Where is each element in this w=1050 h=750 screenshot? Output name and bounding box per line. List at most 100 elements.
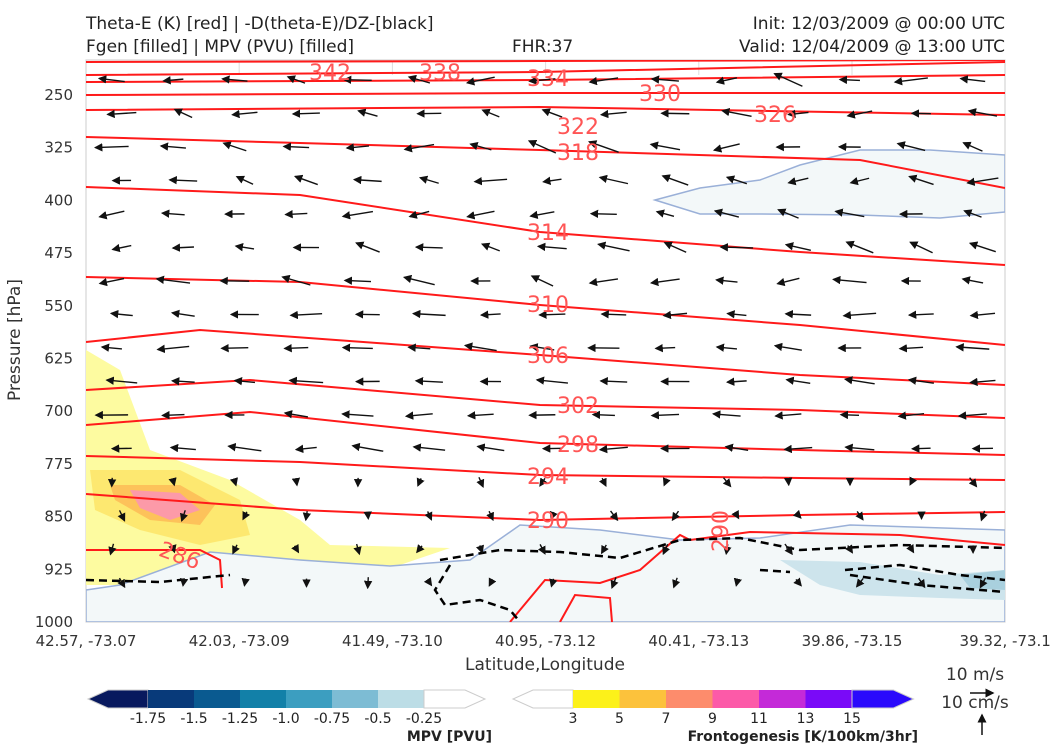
wind-arrow <box>909 241 933 254</box>
wind-arrow <box>341 410 374 419</box>
wind-arrow <box>171 243 194 252</box>
wind-arrow <box>785 376 811 385</box>
wind-arrow <box>845 240 874 254</box>
wind-arrow <box>783 444 813 454</box>
colorbar-tick: -1.75 <box>130 711 166 727</box>
wind-arrow <box>784 543 793 556</box>
wind-arrow <box>407 343 431 352</box>
wind-arrow <box>242 510 251 521</box>
wind-arrow <box>341 343 373 352</box>
wind-arrow <box>908 174 934 186</box>
wind-arrow <box>909 476 918 486</box>
colorbar-segment <box>332 690 378 708</box>
wind-arrow <box>773 342 802 352</box>
wind-arrow <box>170 377 195 386</box>
wind-arrow <box>663 241 687 253</box>
wind-arrow <box>715 276 738 285</box>
wind-arrow <box>773 72 803 87</box>
wind-arrow <box>898 344 924 353</box>
x-tick-label: 40.41, -73.13 <box>648 632 749 650</box>
wind-arrow <box>649 141 681 151</box>
theta-e-label: 322 <box>557 115 599 140</box>
wind-arrow <box>233 377 256 386</box>
wind-arrow <box>479 310 501 319</box>
wind-arrow <box>733 577 742 587</box>
wind-arrow <box>712 410 741 419</box>
colorbar-tick: 13 <box>797 711 815 727</box>
wind-arrow <box>463 342 497 352</box>
x-axis-label: Latitude,Longitude <box>465 655 625 675</box>
wind-arrow <box>288 376 324 386</box>
wind-arrow <box>597 241 630 252</box>
theta-e-label: 306 <box>527 344 569 369</box>
wind-arrow <box>282 142 310 151</box>
wind-arrow <box>777 208 799 219</box>
wind-arrow <box>896 141 926 152</box>
wind-arrow <box>955 343 990 352</box>
wind-arrow <box>649 277 680 287</box>
wind-arrow <box>842 311 877 320</box>
wind-arrow <box>969 377 996 387</box>
x-tick-label: 42.03, -73.09 <box>189 632 290 650</box>
wind-arrow <box>100 343 122 352</box>
wind-arrow <box>424 511 433 521</box>
valid-time: Valid: 12/04/2009 @ 13:00 UTC <box>739 37 1005 57</box>
mpv-colorbar: -1.75 -1.5 -1.25 -1.0 -0.75 -0.5 -0.25 <box>86 689 487 727</box>
wind-arrow <box>529 343 555 352</box>
colorbar-extend <box>511 689 574 709</box>
vector-key-horizontal: 10 m/s <box>946 665 1004 685</box>
y-tick-label: 475 <box>44 244 73 262</box>
wind-arrow <box>231 109 258 119</box>
theta-e-label: 314 <box>527 221 569 246</box>
wind-arrow <box>725 377 747 386</box>
wind-arrow <box>844 443 875 452</box>
theta-e-label: 290 <box>709 510 734 552</box>
wind-arrow <box>161 410 185 420</box>
colorbar-segment <box>805 690 852 708</box>
wind-arrow <box>844 544 854 554</box>
wind-arrow <box>849 176 870 186</box>
wind-arrow <box>412 443 446 452</box>
wind-arrow <box>598 477 607 488</box>
wind-arrow <box>855 577 865 588</box>
wind-arrow <box>967 108 998 117</box>
wind-arrow <box>601 544 609 555</box>
wind-arrow <box>220 343 249 353</box>
wind-arrow <box>961 276 984 285</box>
wind-arrow <box>654 343 676 353</box>
theta-e-label: 342 <box>309 61 351 86</box>
wind-arrow <box>469 141 492 151</box>
wind-arrow <box>897 411 925 420</box>
colorbar-tick: -0.75 <box>314 711 350 727</box>
wind-arrow <box>416 477 425 487</box>
wind-arrow <box>832 275 867 285</box>
wind-arrow <box>536 242 567 252</box>
wind-arrow <box>108 543 117 556</box>
wind-arrow <box>598 174 629 185</box>
wind-arrow <box>723 544 732 556</box>
wind-arrow <box>105 376 138 385</box>
wind-arrow <box>650 75 679 84</box>
wind-arrow <box>588 76 619 86</box>
wind-arrow <box>241 577 250 587</box>
x-tick-label: 40.95, -73.12 <box>495 632 596 650</box>
colorbar-segment <box>759 690 806 708</box>
wind-arrow <box>179 577 189 587</box>
wind-arrow <box>776 277 800 287</box>
wind-arrow <box>159 142 186 151</box>
wind-arrow <box>588 140 619 153</box>
wind-arrow <box>650 411 680 420</box>
theta-e-label: 298 <box>557 433 599 458</box>
wind-arrow <box>168 477 177 487</box>
wind-arrow <box>969 310 996 320</box>
title-left-2: Fgen [filled] | MPV (PVU) [filled] <box>86 37 355 57</box>
wind-arrow <box>227 443 262 452</box>
wind-arrow <box>351 442 384 452</box>
colorbar-segment <box>378 690 424 708</box>
wind-arrow <box>784 242 811 251</box>
vector-key-vertical: 10 cm/s <box>941 693 1009 713</box>
wind-arrow <box>731 509 740 520</box>
colorbar-segment <box>194 690 240 708</box>
y-tick-label: 700 <box>44 402 73 420</box>
